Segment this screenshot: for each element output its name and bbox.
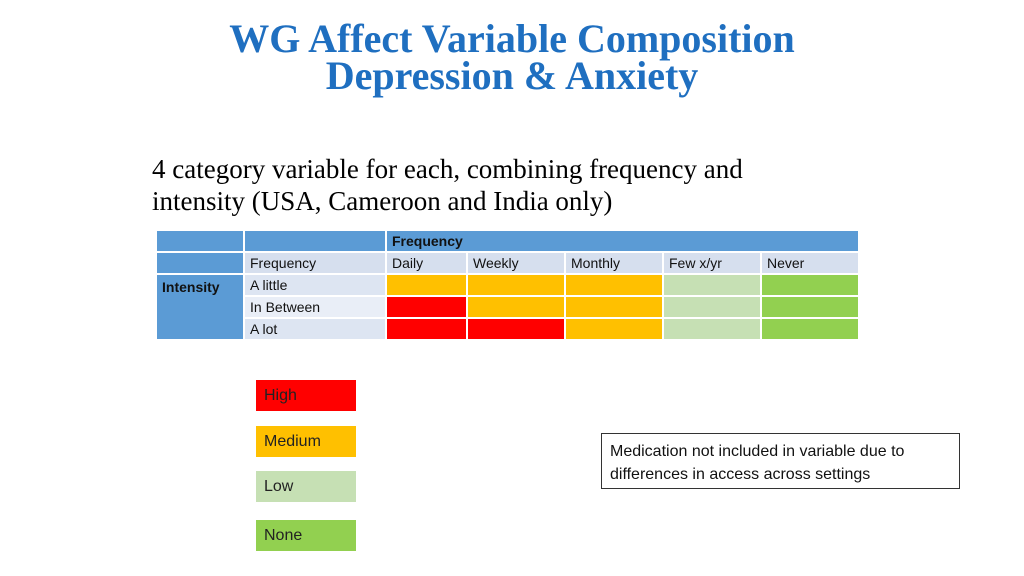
composition-table: Frequency Frequency Daily Weekly Monthly… [155, 229, 860, 341]
level-cell [564, 295, 664, 319]
level-cell [564, 317, 664, 341]
title-line-1: WG Affect Variable Composition [229, 16, 795, 61]
table-header-row: Frequency [155, 229, 860, 253]
header-blank-cell [243, 229, 387, 253]
table-row: Intensity A little [155, 273, 860, 341]
subtitle-line-2: intensity (USA, Cameroon and India only) [152, 186, 613, 216]
legend-high: High [256, 380, 356, 411]
table-row: In Between [156, 295, 860, 319]
legend-low: Low [256, 471, 356, 502]
frequency-header: Frequency [385, 229, 860, 253]
frequency-row: Frequency Daily Weekly Monthly Few x/yr … [155, 251, 860, 275]
level-cell [662, 273, 762, 297]
level-cell [564, 273, 664, 297]
frequency-column-monthly: Monthly [564, 251, 664, 275]
legend-none: None [256, 520, 356, 551]
intensity-row-label: A lot [243, 317, 387, 341]
intensity-row-label: A little [243, 273, 387, 297]
level-cell [662, 317, 762, 341]
frequency-column-weekly: Weekly [466, 251, 566, 275]
level-cell [466, 317, 566, 341]
level-cell [760, 317, 860, 341]
header-blank-cell [155, 251, 245, 275]
level-cell [466, 295, 566, 319]
frequency-column-never: Never [760, 251, 860, 275]
level-cell [385, 295, 468, 319]
level-cell [466, 273, 566, 297]
frequency-column-daily: Daily [385, 251, 468, 275]
title-line-2: Depression & Anxiety [325, 53, 699, 98]
legend-medium: Medium [256, 426, 356, 457]
slide-title: WG Affect Variable Composition Depressio… [0, 16, 1024, 98]
table-row: A lot [156, 317, 860, 341]
subtitle-line-1: 4 category variable for each, combining … [152, 154, 743, 184]
level-cell [385, 273, 468, 297]
level-cell [760, 273, 860, 297]
frequency-row-label: Frequency [243, 251, 387, 275]
header-blank-cell [155, 229, 245, 253]
medication-note: Medication not included in variable due … [601, 433, 960, 489]
slide-subtitle: 4 category variable for each, combining … [152, 153, 872, 217]
level-cell [385, 317, 468, 341]
level-cell [760, 295, 860, 319]
level-cell [662, 295, 762, 319]
frequency-column-few-per-year: Few x/yr [662, 251, 762, 275]
intensity-label: Intensity [155, 273, 245, 341]
intensity-row-label: In Between [243, 295, 387, 319]
